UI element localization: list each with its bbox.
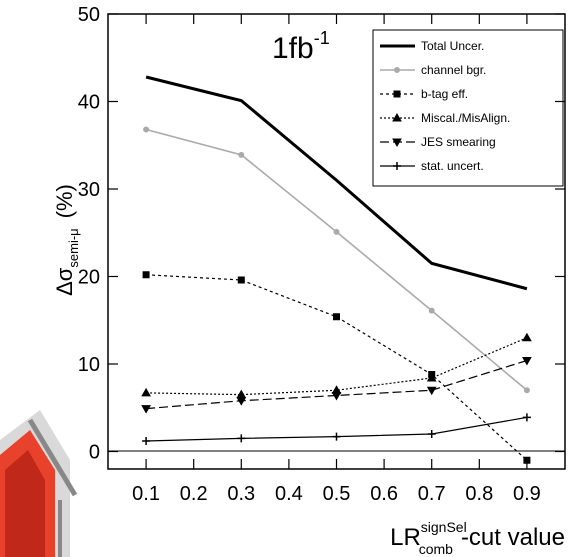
marker: [332, 432, 341, 441]
x-label-rest: -cut value: [461, 524, 565, 551]
marker: [142, 271, 150, 279]
series-line: [146, 359, 528, 410]
y-tick-label: 30: [78, 179, 100, 201]
x-tick-label: 0.1: [132, 483, 160, 505]
x-label-sup: signSel: [421, 519, 467, 535]
x-tick-label: 0.7: [418, 483, 446, 505]
y-label-unit: (%): [52, 184, 77, 218]
annotation: 1fb-1: [272, 28, 330, 65]
legend-label: Total Uncer.: [421, 39, 484, 53]
x-axis-label: LRsignSel comb -cut value: [390, 519, 565, 557]
marker: [522, 357, 532, 366]
legend-label: b-tag eff.: [421, 87, 468, 101]
legend-label: channel bgr.: [421, 63, 486, 77]
series-line: [146, 274, 528, 461]
y-label-main: Δσ: [52, 267, 77, 296]
x-tick-label: 0.9: [513, 483, 541, 505]
legend-marker: [392, 112, 402, 122]
marker: [523, 387, 530, 394]
decoration: [0, 410, 78, 557]
marker: [238, 151, 245, 158]
series-line: [146, 337, 528, 396]
marker: [236, 397, 247, 406]
annotation-main: 1fb: [272, 32, 314, 65]
legend-marker: [393, 162, 401, 170]
marker: [333, 228, 340, 235]
marker: [522, 413, 531, 422]
marker: [523, 456, 531, 464]
marker: [333, 313, 340, 321]
x-label-sub: comb: [419, 541, 453, 557]
y-tick-label: 20: [78, 267, 100, 289]
marker: [237, 276, 245, 284]
marker: [143, 126, 150, 133]
x-tick-label: 0.4: [275, 483, 303, 505]
legend-marker: [393, 90, 401, 98]
marker: [237, 434, 246, 443]
y-tick-label: 10: [78, 354, 100, 376]
y-axis-label: Δσsemi-μ (%): [52, 184, 81, 296]
marker: [142, 437, 151, 445]
marker: [426, 386, 437, 396]
x-label-main: LR: [390, 524, 421, 551]
legend-label: JES smearing: [421, 135, 496, 149]
marker: [141, 405, 151, 414]
y-label-sub: semi-μ: [66, 228, 81, 267]
marker: [331, 392, 342, 401]
x-tick-label: 0.8: [465, 483, 493, 505]
x-tick-label: 0.6: [370, 483, 398, 505]
y-tick-label: 0: [89, 442, 100, 464]
marker: [426, 372, 437, 382]
marker: [427, 430, 436, 438]
series-line: [145, 75, 528, 291]
legend-marker: [394, 67, 400, 73]
legend-marker: [392, 138, 402, 148]
y-tick-label: 40: [78, 92, 100, 114]
x-tick-label: 0.3: [227, 483, 255, 505]
marker: [522, 332, 532, 342]
marker: [141, 387, 151, 397]
marker: [428, 307, 435, 314]
x-tick-label: 0.2: [180, 483, 208, 505]
y-tick-label: 50: [78, 4, 100, 26]
x-tick-label: 0.5: [323, 483, 351, 505]
annotation-sup: -1: [314, 28, 330, 48]
legend-box: [372, 29, 564, 187]
legend-label: Miscal./MisAlign.: [421, 111, 510, 125]
legend-label: stat. uncert.: [421, 159, 484, 173]
